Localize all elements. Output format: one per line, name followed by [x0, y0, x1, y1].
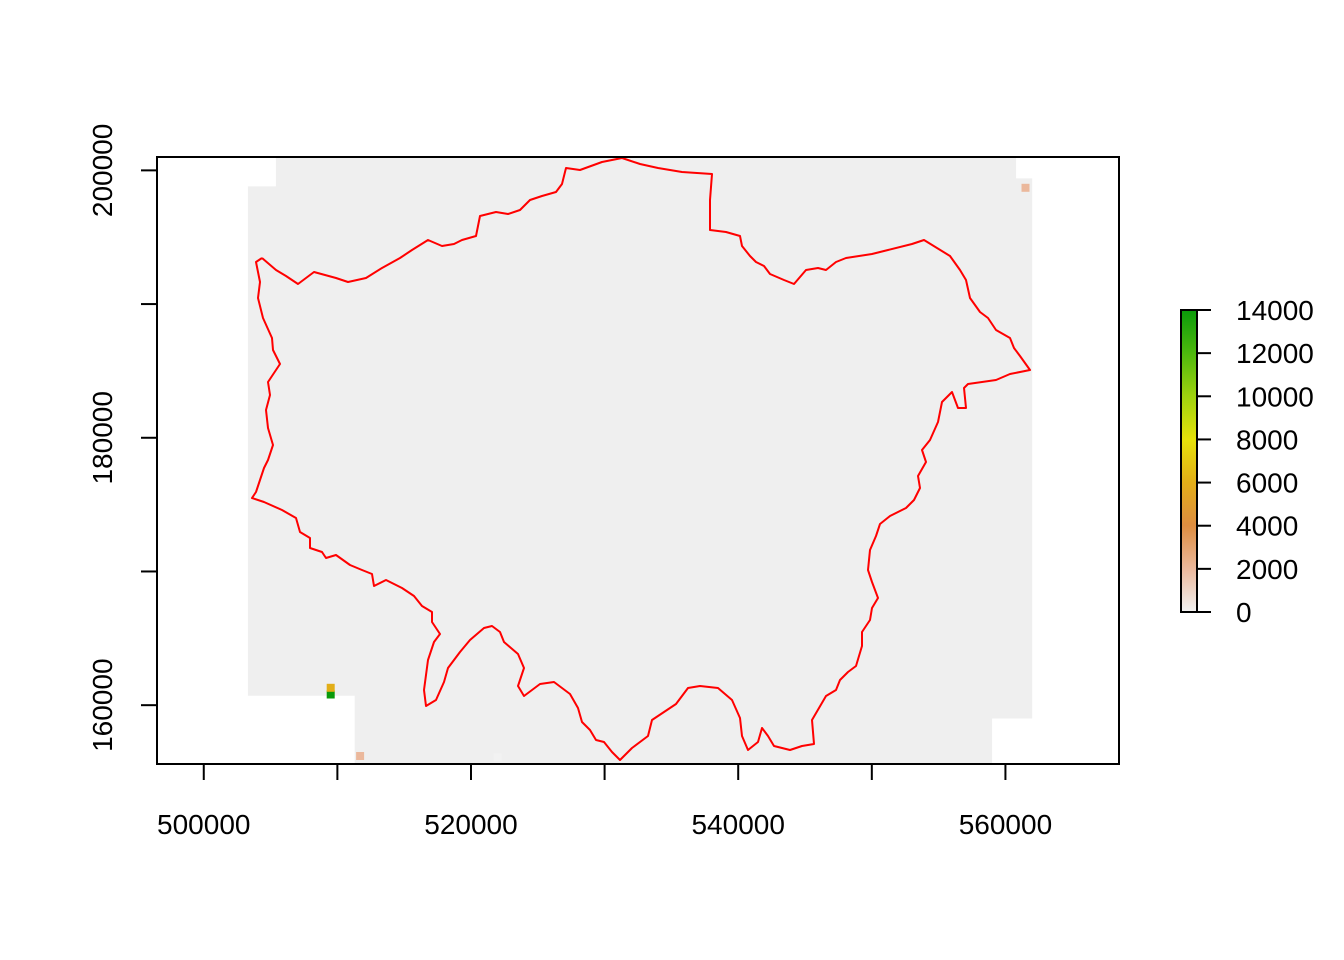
colorbar-tick-label: 8000: [1236, 424, 1298, 455]
colorbar-tick-label: 14000: [1236, 295, 1314, 326]
raster-hotspots: [326, 183, 1030, 762]
colorbar-tick-label: 2000: [1236, 554, 1298, 585]
london-boundary-outline: [251, 157, 1031, 761]
x-tick-label: 520000: [424, 809, 517, 840]
colorbar-tick-label: 6000: [1236, 468, 1298, 499]
raster-hotspot-cell: [326, 690, 335, 699]
colorbar-tick-label: 12000: [1236, 338, 1314, 369]
raster-hotspot-cell: [1021, 183, 1030, 192]
colorbar-tick-label: 10000: [1236, 381, 1314, 412]
y-axis: 160000 180000 200000: [87, 124, 158, 752]
raster-cells: [247, 157, 1033, 764]
y-tick-label: 160000: [87, 658, 118, 751]
raster-hotspot-cell: [356, 752, 365, 760]
raster-hotspot-cell: [326, 683, 335, 692]
colorbar-gradient: [1180, 309, 1198, 613]
x-tick-label: 560000: [959, 809, 1052, 840]
y-tick-label: 180000: [87, 391, 118, 484]
x-tick-label: 540000: [691, 809, 784, 840]
colorbar-tick-label: 4000: [1236, 511, 1298, 542]
raster-hotspot-cell: [493, 753, 502, 762]
colorbar-legend: 0 2000 4000 6000 8000 10000 12000 14000: [1180, 295, 1314, 628]
x-tick-label: 500000: [157, 809, 250, 840]
colorbar-tick-label: 0: [1236, 597, 1252, 628]
raster-layer: [247, 157, 1033, 764]
y-tick-label: 200000: [87, 124, 118, 217]
x-axis: 500000 520000 540000 560000: [157, 763, 1052, 840]
